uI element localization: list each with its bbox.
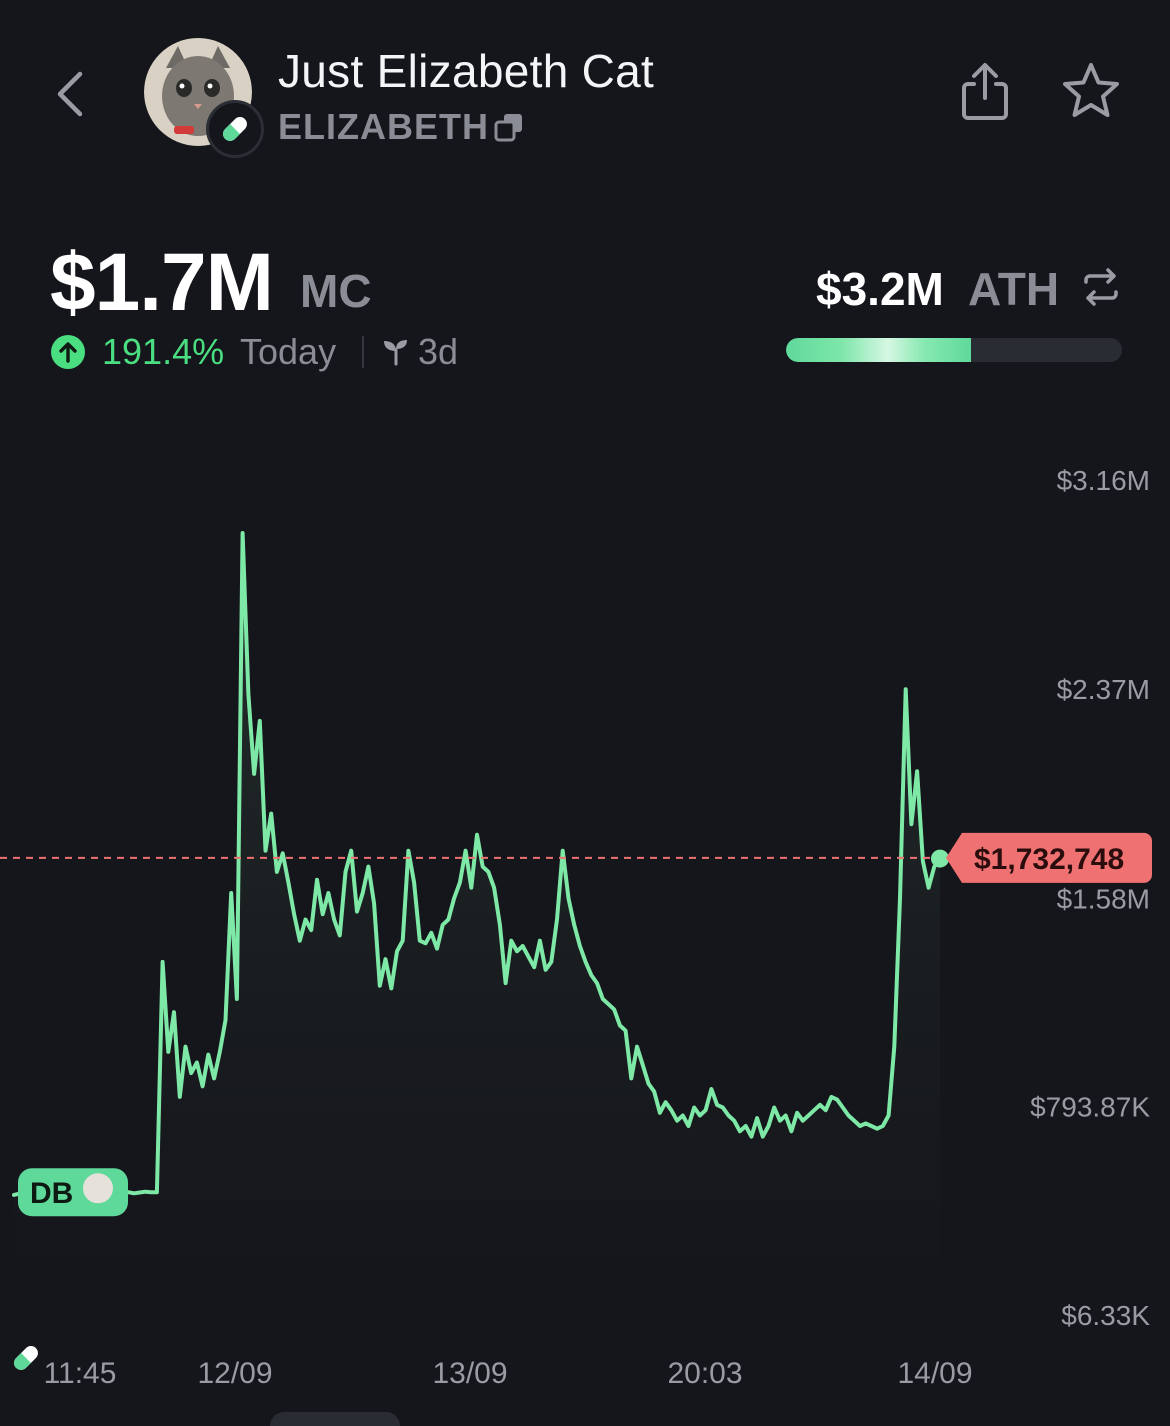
token-name: Just Elizabeth Cat bbox=[278, 45, 655, 97]
divider bbox=[362, 336, 364, 368]
share-button[interactable] bbox=[954, 58, 1016, 124]
market-cap-label: MC bbox=[300, 265, 372, 317]
x-axis-tick-label: 13/09 bbox=[432, 1357, 507, 1390]
token-ticker: ELIZABETH bbox=[278, 106, 489, 147]
copy-button[interactable] bbox=[492, 110, 526, 144]
chart-line bbox=[12, 531, 942, 1197]
up-arrow-icon bbox=[50, 334, 86, 370]
ath-progress-fill bbox=[786, 338, 971, 362]
swap-toggle-button[interactable] bbox=[1080, 266, 1122, 308]
y-axis-tick-label: $2.37M bbox=[1057, 674, 1150, 705]
swap-icon bbox=[1084, 268, 1118, 306]
y-axis-tick-label: $3.16M bbox=[1057, 465, 1150, 496]
sprout-icon bbox=[382, 336, 410, 366]
share-icon bbox=[962, 63, 1008, 120]
x-axis-tick-label: 14/09 bbox=[897, 1357, 972, 1390]
ath-progress-bar bbox=[786, 338, 1122, 362]
pill-badge bbox=[206, 100, 264, 158]
y-axis-tick-label: $6.33K bbox=[1061, 1300, 1150, 1331]
favorite-button[interactable] bbox=[1058, 58, 1124, 124]
x-axis-tick-label: 12/09 bbox=[197, 1357, 272, 1390]
back-button[interactable] bbox=[40, 62, 100, 126]
token-avatar bbox=[144, 38, 264, 158]
current-price-dot bbox=[931, 849, 949, 868]
launch-pill-icon bbox=[14, 1346, 38, 1370]
star-icon bbox=[1063, 63, 1119, 117]
market-cap-chart[interactable]: $3.16M $2.37M $1.58M $793.87K $6.33K 11:45 12… bbox=[0, 400, 1170, 1410]
chart-area-fill bbox=[14, 533, 940, 1315]
y-axis-tick-label: $793.87K bbox=[1030, 1091, 1150, 1122]
bottom-sheet-handle[interactable] bbox=[270, 1412, 400, 1426]
x-axis-tick-label: 11:45 bbox=[44, 1357, 117, 1390]
ath-value: $3.2M bbox=[816, 263, 944, 315]
trader-avatar bbox=[81, 1171, 115, 1206]
market-cap-value: $1.7M bbox=[50, 237, 274, 328]
current-price-tag: $1,732,748 bbox=[946, 832, 1152, 883]
pill-icon bbox=[223, 117, 247, 141]
copy-icon bbox=[494, 114, 522, 142]
token-age: 3d bbox=[418, 331, 459, 372]
dev-buy-marker-label: DB bbox=[30, 1177, 73, 1210]
x-axis-tick-label: 20:03 bbox=[667, 1357, 742, 1390]
change-percent: 191.4% bbox=[102, 331, 225, 372]
dev-buy-marker[interactable]: DB bbox=[18, 1168, 128, 1217]
change-period: Today bbox=[240, 331, 337, 372]
y-axis-tick-label: $1.58M bbox=[1057, 883, 1150, 914]
current-price-label: $1,732,748 bbox=[974, 843, 1124, 876]
back-icon bbox=[57, 71, 83, 117]
ath-label: ATH bbox=[968, 263, 1060, 315]
